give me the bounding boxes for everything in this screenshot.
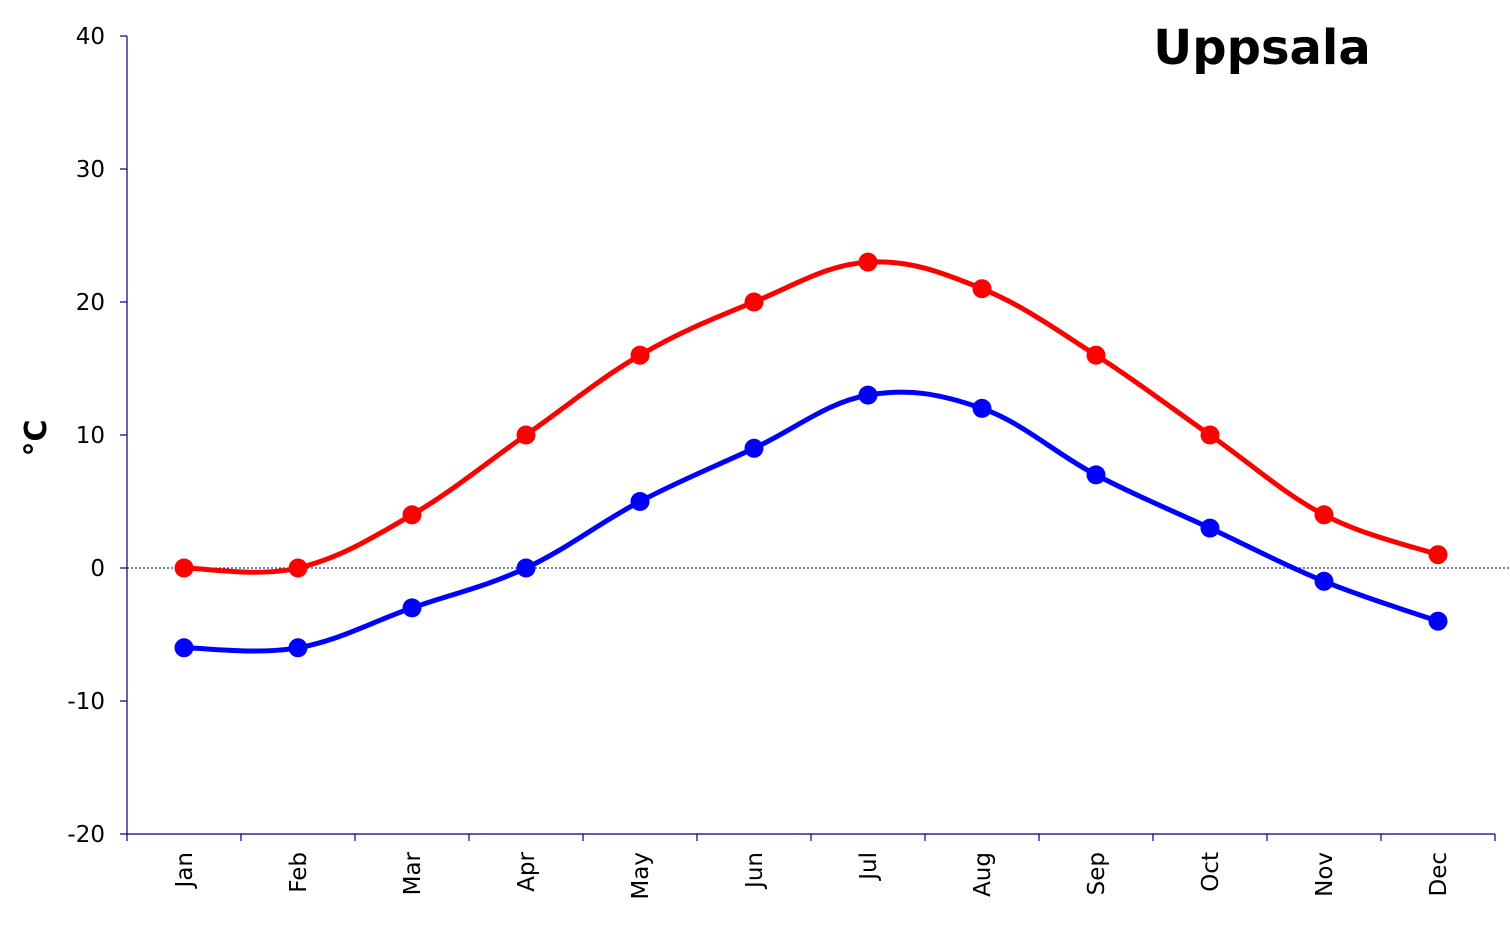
series-1-point-sep <box>1086 345 1106 365</box>
y-tick-label: -20 <box>67 822 105 848</box>
series-layer <box>174 252 1448 658</box>
series-1 <box>174 252 1448 578</box>
series-1-point-feb <box>288 558 308 578</box>
y-tick-label: 30 <box>76 157 105 183</box>
x-tick-label: Feb <box>286 852 312 893</box>
series-1-point-jun <box>744 292 764 312</box>
series-1-point-apr <box>516 425 536 445</box>
x-tick-label: May <box>628 852 654 900</box>
x-tick-label: Nov <box>1312 852 1338 897</box>
x-axis-ticks: Jan Feb Mar Apr May Jun Jul Aug Sep Oct Nov Dec <box>126 834 1496 900</box>
series-2-line <box>181 389 1441 654</box>
x-tick-label: Mar <box>400 851 426 895</box>
x-tick-label: Jan <box>172 852 198 889</box>
y-axis-ticks: -20 -10 0 10 20 30 40 <box>67 24 127 848</box>
series-1-point-jan <box>174 558 194 578</box>
series-2 <box>174 385 1448 658</box>
series-2-point-jan <box>174 638 194 658</box>
chart-title: Uppsala <box>1153 20 1371 76</box>
y-tick-label: -10 <box>67 689 105 715</box>
series-2-point-mar <box>402 598 422 618</box>
series-2-point-aug <box>972 398 992 418</box>
series-2-point-jul <box>858 385 878 405</box>
series-1-point-oct <box>1200 425 1220 445</box>
series-1-point-dec <box>1428 545 1448 565</box>
series-2-point-dec <box>1428 611 1448 631</box>
series-1-point-aug <box>972 279 992 299</box>
y-tick-label: 20 <box>76 290 105 316</box>
x-tick-label: Oct <box>1198 852 1224 892</box>
series-2-point-feb <box>288 638 308 658</box>
series-1-point-mar <box>402 505 422 525</box>
series-2-point-apr <box>516 558 536 578</box>
y-tick-label: 10 <box>76 423 105 449</box>
series-1-point-nov <box>1314 505 1334 525</box>
x-tick-label: Aug <box>970 852 996 897</box>
y-tick-label: 0 <box>90 556 105 582</box>
series-2-point-jun <box>744 438 764 458</box>
y-axis-label: °C <box>19 419 54 456</box>
series-2-point-nov <box>1314 571 1334 591</box>
series-2-point-may <box>630 492 650 511</box>
series-2-point-oct <box>1200 518 1220 538</box>
x-tick-label: Jul <box>856 852 882 882</box>
x-tick-label: Sep <box>1084 852 1110 895</box>
y-tick-label: 40 <box>76 24 105 50</box>
series-1-point-jul <box>858 252 878 272</box>
x-tick-label: Jun <box>742 852 768 890</box>
series-1-point-may <box>630 345 650 365</box>
x-tick-label: Apr <box>514 851 540 891</box>
series-2-point-sep <box>1086 465 1106 485</box>
x-tick-label: Dec <box>1426 852 1452 897</box>
axes <box>126 36 1510 835</box>
